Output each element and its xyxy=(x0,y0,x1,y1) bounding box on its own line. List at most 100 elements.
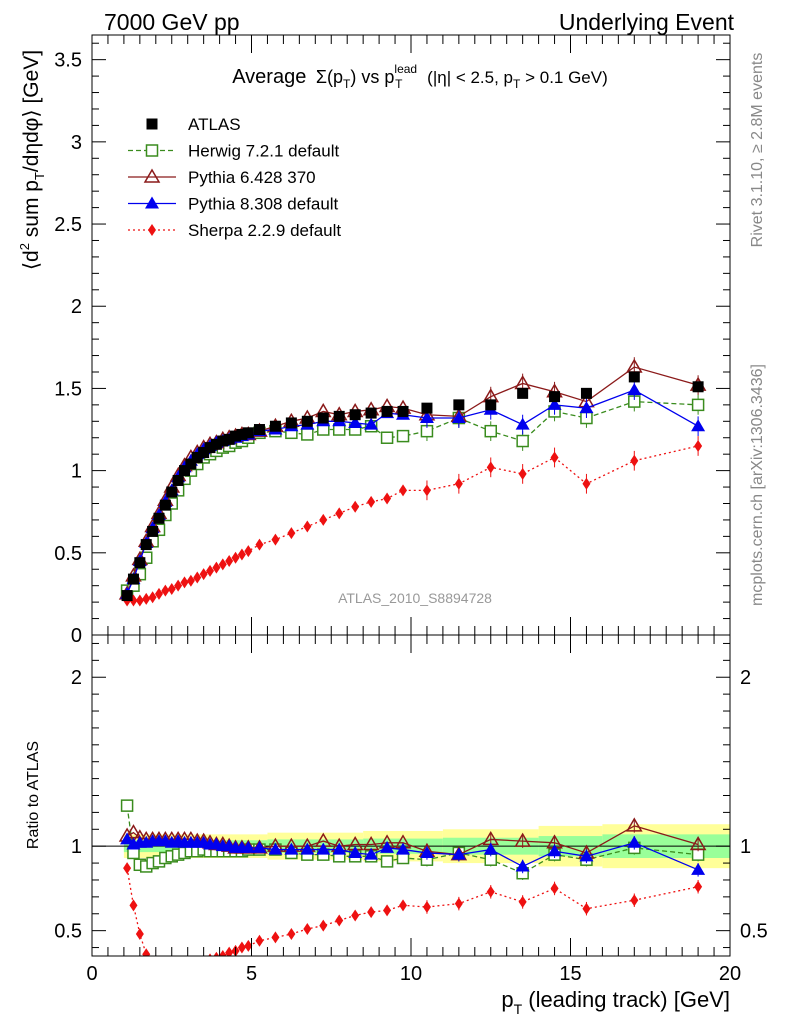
ratio-point-sherpa xyxy=(486,885,495,898)
point-pythia8 xyxy=(547,397,562,410)
ratio-point-sherpa xyxy=(383,904,392,917)
point-atlas xyxy=(147,525,159,537)
ratio-y-tick-label-right: 2 xyxy=(740,667,751,689)
ratio-point-pythia8 xyxy=(300,842,315,855)
point-atlas xyxy=(253,424,265,436)
point-atlas xyxy=(301,415,313,427)
ratio-point-sherpa xyxy=(225,946,234,956)
title-average: Average xyxy=(232,66,306,88)
main-y-tick-label: 0 xyxy=(71,625,82,647)
ratio-point-pythia8 xyxy=(348,845,363,858)
ratio-point-sherpa xyxy=(187,960,195,972)
ratio-point-sherpa xyxy=(218,950,227,956)
point-sherpa xyxy=(383,492,392,505)
point-atlas xyxy=(349,409,361,421)
ratio-series-sherpa xyxy=(123,862,703,977)
point-atlas xyxy=(236,428,248,440)
ratio-y-tick-label: 1 xyxy=(71,836,82,858)
point-sherpa xyxy=(255,538,264,551)
point-atlas xyxy=(121,590,133,602)
ratio-point-sherpa xyxy=(335,914,344,927)
main-y-tick-label: 3.5 xyxy=(54,50,82,72)
point-sherpa xyxy=(351,500,360,513)
ratio-point-sherpa xyxy=(399,899,408,912)
series-herwig xyxy=(120,391,705,597)
legend-label: Pythia 8.308 default xyxy=(188,195,339,214)
ratio-point-sherpa xyxy=(161,965,169,977)
ratio-point-pythia8 xyxy=(268,842,283,855)
point-sherpa xyxy=(550,451,559,464)
ratio-point-sherpa xyxy=(200,957,208,969)
main-y-tick-label: 2.5 xyxy=(54,214,82,236)
ratio-y-tick-label-right: 1 xyxy=(740,836,751,858)
title-lead-sup: lead xyxy=(394,62,417,76)
main-series-group xyxy=(118,357,707,607)
main-ylabel: ⟨d2 sum pT/dηdφ⟩ [GeV] xyxy=(17,50,47,270)
xlabel-t-sub: T xyxy=(514,1001,523,1017)
point-sherpa xyxy=(199,568,208,581)
header-right: Underlying Event xyxy=(559,9,735,35)
point-sherpa xyxy=(486,461,495,474)
title-close: ) xyxy=(350,67,356,87)
series-pythia8 xyxy=(120,380,706,599)
ratio-point-sherpa xyxy=(213,951,220,956)
legend-marker xyxy=(145,144,159,157)
xlabel-a: p xyxy=(501,987,513,1012)
x-tick-label: 0 xyxy=(86,963,97,985)
point-sherpa xyxy=(454,477,463,490)
point-sherpa xyxy=(399,484,408,497)
ratio-point-sherpa xyxy=(237,941,246,954)
ratio-y-tick-label-right: 0.5 xyxy=(740,921,768,943)
ratio-point-sherpa xyxy=(129,899,138,912)
ylabel-c: /dηdφ⟩ [GeV] xyxy=(20,50,43,172)
ratio-clip-group xyxy=(118,799,707,977)
legend-marker xyxy=(143,168,161,183)
point-atlas xyxy=(210,438,222,450)
point-atlas xyxy=(159,499,171,511)
point-atlas xyxy=(230,430,242,442)
ratio-point-pythia8 xyxy=(483,842,498,855)
title-t-sub3: T xyxy=(513,77,521,91)
point-atlas xyxy=(549,391,561,403)
point-pythia8 xyxy=(348,415,363,428)
point-atlas xyxy=(140,539,152,551)
ratio-ylabel: Ratio to ATLAS xyxy=(25,741,42,849)
ratio-point-sherpa xyxy=(630,894,639,907)
ratio-panel: 0.5 0.51 12 20 5 10 15 20 xyxy=(54,634,768,985)
point-atlas xyxy=(153,512,165,524)
point-atlas xyxy=(166,486,178,498)
x-tick-label: 15 xyxy=(559,963,581,985)
ratio-series-group xyxy=(118,799,707,977)
watermark: ATLAS_2010_S8894728 xyxy=(338,590,492,606)
legend-marker xyxy=(146,118,158,130)
legend-label: Herwig 7.2.1 default xyxy=(188,142,339,161)
point-atlas xyxy=(333,410,345,422)
ratio-point-pythia6 xyxy=(689,836,707,851)
ratio-point-sherpa xyxy=(135,928,144,941)
ratio-point-pythia8 xyxy=(547,844,562,857)
point-pythia8 xyxy=(691,419,706,432)
series-line-sherpa xyxy=(127,445,699,602)
point-sherpa xyxy=(335,507,344,520)
ratio-point-sherpa xyxy=(193,960,201,972)
ratio-point-sherpa xyxy=(181,964,189,976)
point-atlas xyxy=(317,412,329,424)
point-atlas xyxy=(127,573,139,585)
point-herwig xyxy=(484,424,497,438)
point-pythia8 xyxy=(515,417,530,430)
point-atlas xyxy=(191,451,203,463)
series-pythia6 xyxy=(118,357,707,600)
point-sherpa xyxy=(206,564,215,577)
title-cuts-a: (|η| < 2.5, p xyxy=(422,68,513,87)
point-herwig xyxy=(380,431,394,444)
point-atlas xyxy=(365,407,377,419)
legend-label: ATLAS xyxy=(188,115,241,134)
title-vs: vs p xyxy=(356,67,394,87)
ylabel-b: sum p xyxy=(20,180,43,243)
legend-item-herwig: Herwig 7.2.1 default xyxy=(128,142,339,161)
point-herwig xyxy=(301,428,314,441)
ratio-panel-frame xyxy=(91,634,731,957)
ratio-point-pythia8 xyxy=(284,842,299,855)
point-sherpa xyxy=(271,533,280,546)
point-sherpa xyxy=(225,555,234,568)
